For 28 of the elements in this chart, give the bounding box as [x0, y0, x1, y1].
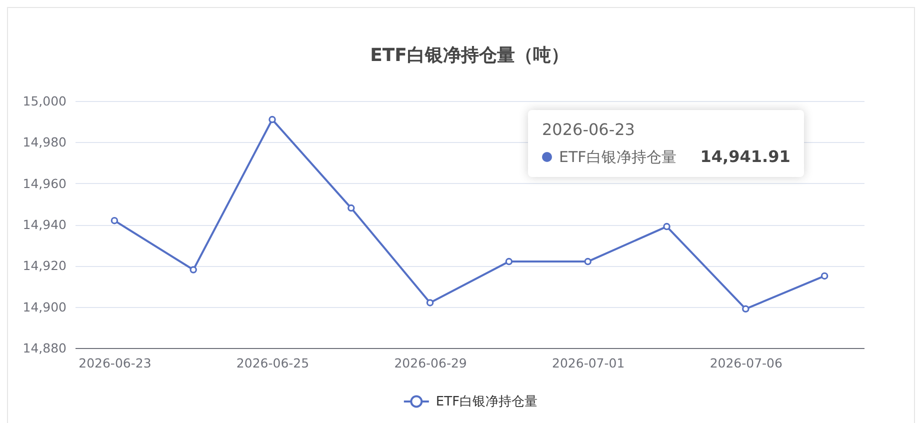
- y-tick-label: 14,880: [22, 340, 67, 356]
- x-tick-label: 2026-06-23: [78, 356, 152, 370]
- point: [426, 299, 434, 306]
- annotation: 2026-06-23: [542, 119, 636, 141]
- y-tick-label: 14,960: [22, 176, 67, 191]
- x-tick-label: 2026-07-01: [552, 356, 625, 370]
- chart-title: ETF白银净持仓量（吨）: [370, 45, 569, 66]
- point: [584, 258, 592, 266]
- point: [268, 116, 276, 124]
- legend-label: ETF白银净持仓量: [436, 394, 538, 410]
- point: [820, 272, 828, 280]
- point: [110, 216, 118, 224]
- y-tick-label: 14,900: [22, 299, 67, 314]
- point: [348, 204, 355, 212]
- annotation: ETF白银净持仓量: [559, 147, 676, 167]
- point: [190, 266, 197, 274]
- point: [505, 258, 513, 266]
- x-tick-label: 2026-06-25: [236, 356, 310, 370]
- x-tick-label: 2026-07-06: [710, 356, 783, 370]
- y-tick-label: 14,940: [22, 217, 67, 232]
- tooltip-card: 2026-06-23 ETF白银净持仓量 14,941.91: [528, 110, 804, 177]
- point: [742, 305, 750, 313]
- point: [663, 222, 670, 230]
- y-tick-label: 15,000: [22, 94, 67, 108]
- y-tick-label: 14,920: [22, 258, 67, 274]
- y-tick-label: 14,980: [22, 134, 67, 150]
- annotation: 14,941.91: [700, 147, 790, 167]
- x-tick-label: 2026-06-29: [394, 356, 467, 370]
